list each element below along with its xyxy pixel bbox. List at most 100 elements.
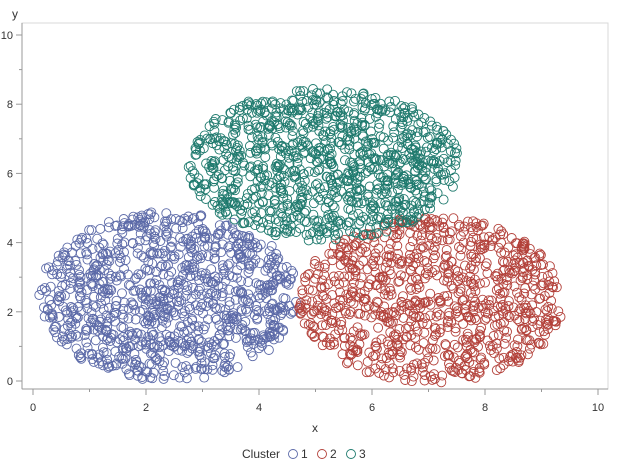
scatter-point bbox=[270, 182, 281, 193]
scatter-point bbox=[364, 366, 375, 377]
scatter-point bbox=[87, 270, 98, 281]
scatter-point bbox=[255, 122, 266, 133]
scatter-point bbox=[47, 310, 58, 321]
scatter-point bbox=[394, 258, 405, 269]
scatter-point bbox=[358, 230, 369, 240]
scatter-point bbox=[432, 270, 442, 281]
scatter-point bbox=[146, 207, 157, 218]
scatter-point bbox=[336, 316, 347, 327]
scatter-point bbox=[422, 263, 433, 274]
scatter-point bbox=[104, 256, 115, 266]
scatter-point bbox=[423, 155, 434, 166]
scatter-point bbox=[349, 133, 360, 144]
scatter-point bbox=[197, 299, 208, 310]
scatter-point bbox=[110, 301, 121, 312]
scatter-point bbox=[518, 245, 529, 256]
scatter-point bbox=[355, 288, 366, 299]
scatter-point bbox=[159, 221, 170, 232]
scatter-point bbox=[345, 204, 356, 215]
scatter-point bbox=[390, 331, 400, 342]
scatter-point bbox=[255, 284, 266, 295]
scatter-point bbox=[118, 303, 129, 314]
scatter-point bbox=[67, 316, 78, 327]
scatter-point bbox=[458, 237, 469, 248]
scatter-point bbox=[546, 295, 557, 306]
scatter-point bbox=[224, 331, 235, 342]
scatter-point bbox=[211, 290, 221, 301]
scatter-point bbox=[279, 223, 290, 234]
scatter-point bbox=[411, 147, 422, 158]
scatter-point bbox=[161, 329, 172, 340]
scatter-point bbox=[231, 241, 242, 252]
scatter-point bbox=[413, 109, 424, 120]
scatter-point bbox=[203, 297, 214, 308]
scatter-point bbox=[499, 264, 510, 275]
scatter-point bbox=[115, 270, 126, 281]
scatter-point bbox=[194, 350, 205, 361]
scatter-point bbox=[516, 244, 527, 255]
scatter-point bbox=[330, 110, 341, 121]
scatter-point bbox=[310, 149, 321, 160]
scatter-point bbox=[243, 217, 254, 228]
scatter-point bbox=[244, 260, 254, 271]
scatter-point bbox=[368, 153, 379, 164]
scatter-point bbox=[538, 278, 549, 289]
scatter-point bbox=[250, 165, 260, 176]
scatter-point bbox=[410, 142, 421, 153]
scatter-point bbox=[532, 319, 543, 330]
scatter-point bbox=[313, 146, 324, 157]
scatter-point bbox=[186, 262, 197, 273]
scatter-point bbox=[541, 314, 551, 325]
scatter-point bbox=[270, 111, 281, 122]
scatter-point bbox=[216, 291, 227, 302]
scatter-point bbox=[170, 357, 181, 368]
scatter-point bbox=[116, 224, 127, 235]
scatter-point bbox=[264, 213, 275, 224]
scatter-point bbox=[142, 315, 153, 326]
scatter-point bbox=[317, 331, 328, 342]
scatter-point bbox=[279, 176, 290, 187]
scatter-point bbox=[196, 358, 207, 369]
scatter-point bbox=[268, 253, 279, 263]
scatter-point bbox=[281, 276, 292, 287]
scatter-point bbox=[257, 197, 268, 208]
scatter-point bbox=[368, 200, 379, 211]
scatter-point bbox=[224, 296, 235, 307]
scatter-point bbox=[270, 214, 281, 225]
scatter-point bbox=[285, 274, 296, 285]
scatter-point bbox=[218, 200, 229, 211]
scatter-point bbox=[509, 310, 520, 321]
scatter-point bbox=[459, 221, 470, 232]
scatter-point bbox=[495, 363, 506, 374]
scatter-point bbox=[452, 342, 463, 353]
scatter-point bbox=[185, 160, 196, 171]
scatter-point bbox=[454, 221, 465, 232]
scatter-point bbox=[349, 161, 360, 172]
scatter-point bbox=[351, 197, 362, 208]
scatter-point bbox=[219, 361, 230, 372]
scatter-point bbox=[322, 226, 333, 237]
scatter-point bbox=[321, 102, 332, 113]
scatter-point bbox=[126, 220, 137, 231]
scatter-point bbox=[387, 363, 398, 374]
scatter-point bbox=[419, 327, 430, 338]
scatter-point bbox=[68, 273, 79, 284]
scatter-point bbox=[97, 249, 108, 260]
scatter-point bbox=[419, 375, 430, 386]
scatter-point bbox=[527, 300, 538, 311]
scatter-point bbox=[512, 341, 523, 352]
scatter-point bbox=[370, 92, 381, 103]
scatter-point bbox=[431, 144, 442, 155]
scatter-point bbox=[282, 200, 293, 211]
scatter-point bbox=[192, 178, 203, 189]
scatter-point bbox=[510, 265, 520, 276]
scatter-point bbox=[543, 313, 554, 324]
scatter-point bbox=[254, 343, 264, 354]
scatter-point bbox=[341, 242, 352, 253]
scatter-point bbox=[229, 199, 240, 210]
scatter-point bbox=[81, 337, 92, 348]
scatter-point bbox=[425, 299, 436, 310]
scatter-point bbox=[512, 314, 523, 325]
scatter-point bbox=[370, 363, 381, 374]
scatter-point bbox=[151, 355, 162, 366]
